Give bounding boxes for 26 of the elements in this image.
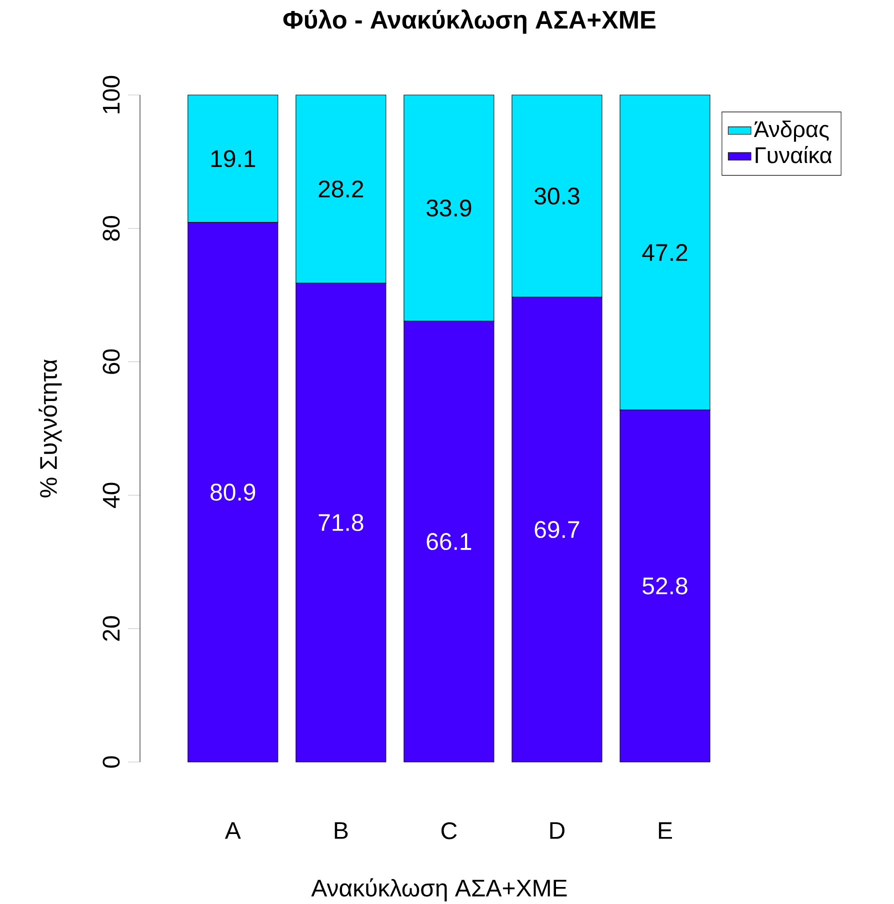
x-tick-label: E — [658, 822, 672, 839]
data-label: 47.2 — [642, 244, 688, 261]
data-label: 80.9 — [210, 484, 256, 501]
y-tick-label: 0 — [102, 756, 120, 768]
y-tick-label: 60 — [102, 349, 120, 374]
y-tick-label: 20 — [102, 616, 120, 641]
chart-title: Φύλο - Ανακύκλωση ΑΣΑ+ΧΜΕ — [283, 9, 656, 34]
data-label: 71.8 — [318, 514, 364, 532]
y-tick-label: 40 — [102, 482, 120, 508]
data-label: 30.3 — [534, 188, 580, 205]
y-tick-label: 100 — [102, 76, 120, 114]
x-tick-label: D — [550, 822, 564, 839]
x-tick-label: A — [224, 822, 241, 839]
y-tick-label: 80 — [102, 216, 120, 241]
x-tick-label: C — [441, 822, 457, 840]
data-label: 19.1 — [211, 150, 256, 168]
data-label: 28.2 — [318, 180, 364, 198]
data-label: 33.9 — [426, 200, 472, 217]
data-label: 69.7 — [534, 521, 580, 538]
x-axis-title: Ανακύκλωση ΑΣΑ+ΧΜΕ — [311, 878, 567, 902]
legend-label: Γυναίκα — [756, 146, 832, 164]
data-label: 52.8 — [642, 577, 688, 594]
x-tick-label: B — [334, 822, 348, 839]
y-axis-title: % Συχνότητα — [38, 359, 62, 498]
data-label: 66.1 — [426, 533, 472, 550]
legend-label: Άνδρας — [754, 120, 829, 142]
